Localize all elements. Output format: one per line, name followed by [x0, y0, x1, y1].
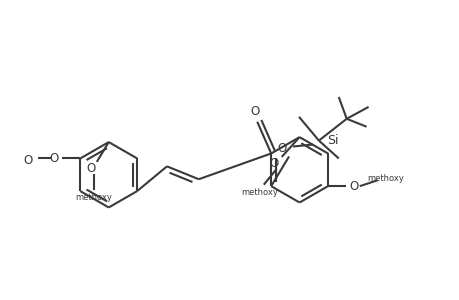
Text: O: O: [269, 158, 278, 170]
Text: O: O: [86, 162, 95, 175]
Text: Si: Si: [326, 134, 338, 147]
Text: O: O: [250, 105, 259, 119]
Text: methoxy: methoxy: [241, 188, 278, 197]
Text: O: O: [50, 152, 59, 165]
Text: methoxy: methoxy: [366, 174, 403, 183]
Text: O: O: [348, 180, 358, 193]
Text: methoxy: methoxy: [75, 193, 112, 202]
Text: O: O: [23, 154, 32, 167]
Text: O: O: [277, 142, 286, 155]
